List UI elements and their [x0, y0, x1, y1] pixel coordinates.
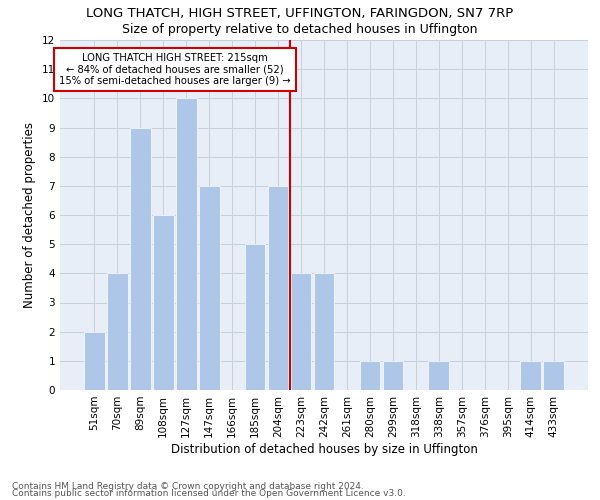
- Bar: [314, 274, 334, 390]
- Bar: [428, 361, 449, 390]
- Bar: [290, 274, 311, 390]
- Text: LONG THATCH HIGH STREET: 215sqm
← 84% of detached houses are smaller (52)
15% of: LONG THATCH HIGH STREET: 215sqm ← 84% of…: [59, 53, 290, 86]
- Bar: [107, 274, 128, 390]
- Text: LONG THATCH, HIGH STREET, UFFINGTON, FARINGDON, SN7 7RP: LONG THATCH, HIGH STREET, UFFINGTON, FAR…: [86, 8, 514, 20]
- Bar: [153, 215, 173, 390]
- Text: Contains HM Land Registry data © Crown copyright and database right 2024.: Contains HM Land Registry data © Crown c…: [12, 482, 364, 491]
- Bar: [383, 361, 403, 390]
- Bar: [268, 186, 289, 390]
- Bar: [544, 361, 564, 390]
- Text: Contains public sector information licensed under the Open Government Licence v3: Contains public sector information licen…: [12, 489, 406, 498]
- Bar: [199, 186, 220, 390]
- Bar: [176, 98, 197, 390]
- Y-axis label: Number of detached properties: Number of detached properties: [23, 122, 37, 308]
- Bar: [130, 128, 151, 390]
- Bar: [520, 361, 541, 390]
- Bar: [359, 361, 380, 390]
- X-axis label: Distribution of detached houses by size in Uffington: Distribution of detached houses by size …: [170, 442, 478, 456]
- Bar: [84, 332, 104, 390]
- Text: Size of property relative to detached houses in Uffington: Size of property relative to detached ho…: [122, 22, 478, 36]
- Bar: [245, 244, 265, 390]
